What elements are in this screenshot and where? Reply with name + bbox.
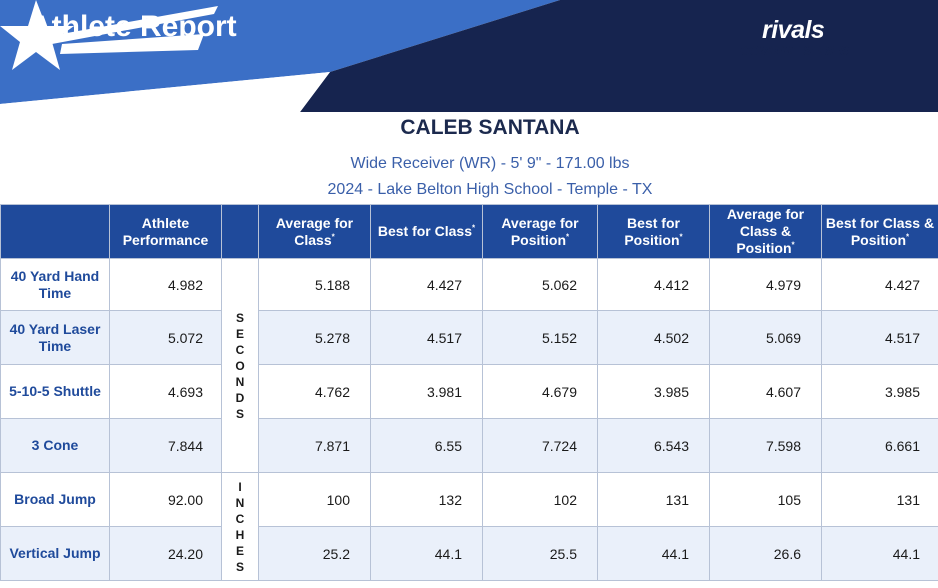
avg-position-value: 5.062 <box>482 258 598 311</box>
athlete-value: 92.00 <box>109 472 222 527</box>
header-athlete-performance: Athlete Performance <box>109 204 222 259</box>
table-row: 3 Cone 7.844 7.871 6.55 7.724 6.543 7.59… <box>0 418 938 473</box>
footnote-marker: * <box>906 231 910 241</box>
best-class-position-value: 4.517 <box>821 310 938 365</box>
footnote-marker: * <box>791 240 795 250</box>
event-label: 5-10-5 Shuttle <box>0 364 110 419</box>
best-class-value: 44.1 <box>370 526 483 581</box>
header-average-class: Average for Class* <box>258 204 371 259</box>
best-class-value: 3.981 <box>370 364 483 419</box>
avg-position-value: 7.724 <box>482 418 598 473</box>
header-unit <box>221 204 259 259</box>
footnote-marker: * <box>679 231 683 241</box>
avg-class-position-value: 5.069 <box>709 310 822 365</box>
table-header-row: Athlete Performance Average for Class* B… <box>0 204 938 259</box>
header-best-class-label: Best for Class <box>377 223 473 239</box>
athlete-value: 4.982 <box>109 258 222 311</box>
best-position-value: 131 <box>597 472 710 527</box>
footnote-marker: * <box>331 231 335 241</box>
athlete-position-size: Wide Receiver (WR) - 5' 9" - 171.00 lbs <box>350 155 630 172</box>
table-row: 5-10-5 Shuttle 4.693 4.762 3.981 4.679 3… <box>0 364 938 419</box>
footnote-marker: * <box>472 223 476 233</box>
best-class-value: 132 <box>370 472 483 527</box>
best-position-value: 6.543 <box>597 418 710 473</box>
avg-class-value: 25.2 <box>258 526 371 581</box>
header-average-class-position: Average for Class & Position* <box>709 204 822 259</box>
athlete-value: 4.693 <box>109 364 222 419</box>
header-best-class-position-label: Best for Class & Position <box>825 214 935 248</box>
header-best-position-label: Best for Position <box>624 214 680 248</box>
combine-results-table: Athlete Performance Average for Class* B… <box>0 204 938 581</box>
avg-class-position-value: 4.607 <box>709 364 822 419</box>
header-best-position: Best for Position* <box>597 204 710 259</box>
header-event <box>0 204 110 259</box>
header-average-position: Average for Position* <box>482 204 598 259</box>
best-class-value: 4.427 <box>370 258 483 311</box>
table-row: 40 Yard Laser Time 5.072 5.278 4.517 5.1… <box>0 310 938 365</box>
avg-class-position-value: 7.598 <box>709 418 822 473</box>
logo-wordmark: rivals <box>762 16 825 44</box>
avg-position-value: 4.679 <box>482 364 598 419</box>
athlete-school: 2024 - Lake Belton High School - Temple … <box>327 181 653 198</box>
best-class-position-value: 4.427 <box>821 258 938 311</box>
avg-class-value: 7.871 <box>258 418 371 473</box>
avg-position-value: 5.152 <box>482 310 598 365</box>
event-label: 3 Cone <box>0 418 110 473</box>
event-label: 40 Yard Hand Time <box>0 258 110 311</box>
avg-class-position-value: 26.6 <box>709 526 822 581</box>
event-label: 40 Yard Laser Time <box>0 310 110 365</box>
best-position-value: 4.412 <box>597 258 710 311</box>
best-position-value: 3.985 <box>597 364 710 419</box>
header-best-class: Best for Class* <box>370 204 483 259</box>
best-class-value: 4.517 <box>370 310 483 365</box>
best-position-value: 44.1 <box>597 526 710 581</box>
header-average-class-position-label: Average for Class & Position <box>726 206 805 256</box>
header-average-position-label: Average for Position <box>501 214 579 248</box>
avg-position-value: 102 <box>482 472 598 527</box>
header-banner: Athlete Report rivals COMBINE SERIES <box>0 0 938 112</box>
best-class-position-value: 44.1 <box>821 526 938 581</box>
athlete-value: 5.072 <box>109 310 222 365</box>
avg-class-value: 5.278 <box>258 310 371 365</box>
best-position-value: 4.502 <box>597 310 710 365</box>
avg-class-position-value: 4.979 <box>709 258 822 311</box>
best-class-position-value: 131 <box>821 472 938 527</box>
avg-class-value: 100 <box>258 472 371 527</box>
best-class-position-value: 3.985 <box>821 364 938 419</box>
avg-class-value: 5.188 <box>258 258 371 311</box>
header-average-class-label: Average for Class <box>275 214 354 248</box>
best-class-position-value: 6.661 <box>821 418 938 473</box>
event-label: Vertical Jump <box>0 526 110 581</box>
avg-class-position-value: 105 <box>709 472 822 527</box>
event-label: Broad Jump <box>0 472 110 527</box>
avg-class-value: 4.762 <box>258 364 371 419</box>
footnote-marker: * <box>566 231 570 241</box>
best-class-value: 6.55 <box>370 418 483 473</box>
table-row: Vertical Jump 24.20 25.2 44.1 25.5 44.1 … <box>0 526 938 581</box>
avg-position-value: 25.5 <box>482 526 598 581</box>
athlete-value: 7.844 <box>109 418 222 473</box>
logo-subtitle: COMBINE SERIES <box>740 43 849 58</box>
athlete-value: 24.20 <box>109 526 222 581</box>
athlete-name: CALEB SANTANA <box>400 116 580 139</box>
rivals-star-icon <box>0 0 218 70</box>
header-best-class-position: Best for Class & Position* <box>821 204 938 259</box>
